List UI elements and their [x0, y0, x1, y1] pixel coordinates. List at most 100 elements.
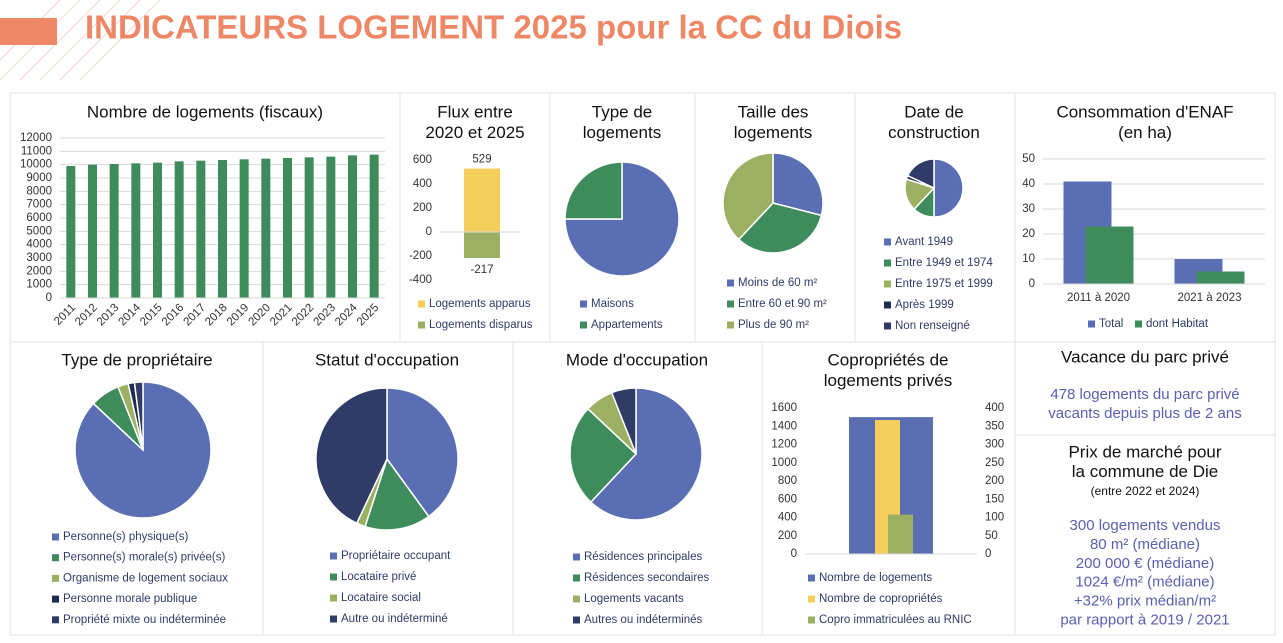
pie-slice — [133, 381, 144, 451]
x-tick-label: 2021 — [268, 302, 295, 329]
bar — [218, 160, 227, 298]
y-tick-label: 400 — [413, 178, 432, 190]
legend-label: dont Habitat — [1146, 318, 1209, 330]
legend-swatch — [573, 574, 580, 582]
y-tick-label: 8000 — [26, 185, 52, 197]
y-tick-label: 2000 — [26, 265, 52, 277]
chart-title: Nombre de logements (fiscaux) — [87, 102, 323, 121]
bar — [261, 158, 271, 298]
y2-tick-label: 400 — [985, 402, 1004, 414]
y-tick-label: 40 — [1022, 178, 1035, 190]
x-tick-label: 2022 — [290, 302, 317, 329]
panel-subtitle: (entre 2022 et 2024) — [1091, 484, 1200, 498]
legend-label: Locataire social — [341, 592, 421, 604]
page-title: INDICATEURS LOGEMENT 2025 pour la CC du … — [85, 9, 902, 46]
panel-line: +32% prix médian/m² — [1074, 593, 1216, 610]
bar — [196, 160, 206, 298]
header-bar — [0, 18, 57, 45]
legend-swatch — [580, 300, 587, 308]
legend-label: Logements apparus — [429, 298, 531, 310]
chart-title: Type de — [592, 102, 653, 121]
legend-swatch — [808, 616, 815, 624]
bar — [1085, 226, 1134, 284]
pie-slice — [569, 407, 638, 504]
legend-swatch — [1088, 320, 1095, 328]
bar — [131, 163, 141, 298]
y-tick-label: 1000 — [771, 457, 797, 469]
x-tick-label: 2011 — [52, 302, 78, 328]
legend-label: Appartements — [591, 319, 663, 331]
legend-swatch — [52, 595, 59, 603]
header-stripes — [0, 0, 161, 81]
bar — [888, 514, 913, 554]
pie-slice — [906, 158, 935, 190]
y-tick-label: 1400 — [771, 420, 797, 432]
y-tick-label: 1600 — [771, 402, 797, 414]
y2-tick-label: 200 — [985, 475, 1004, 487]
y2-tick-label: 150 — [985, 493, 1004, 505]
pie-slice — [315, 387, 388, 525]
legend-label: Résidences secondaires — [584, 572, 710, 584]
legend-label: Entre 1975 et 1999 — [895, 278, 993, 290]
x-tick-label: 2021 à 2023 — [1178, 292, 1242, 304]
y2-tick-label: 300 — [985, 439, 1004, 451]
legend-label: Entre 60 et 90 m² — [738, 298, 827, 310]
y-tick-label: 5000 — [26, 225, 52, 237]
legend-label: Autre ou indéterminé — [341, 613, 448, 625]
panel-title: Vacance du parc privé — [1061, 347, 1229, 366]
y-tick-label: 4000 — [26, 239, 52, 251]
x-tick-label: 2023 — [312, 302, 339, 329]
y-tick-label: 50 — [1022, 153, 1035, 165]
y-tick-label: 600 — [778, 493, 797, 505]
legend-label: Propriétaire occupant — [341, 550, 451, 562]
legend-swatch — [884, 301, 891, 309]
pie-slice — [610, 387, 637, 455]
y-tick-label: 200 — [413, 202, 432, 214]
y-tick-label: 1200 — [771, 439, 797, 451]
legend-swatch — [330, 573, 337, 581]
legend-label: Après 1999 — [895, 299, 954, 311]
bar — [326, 156, 336, 298]
bar — [109, 164, 119, 298]
x-tick-label: 2014 — [117, 301, 144, 328]
y2-tick-label: 100 — [985, 512, 1004, 524]
legend-swatch — [52, 533, 59, 541]
bar — [1196, 271, 1245, 284]
chart-title: Taille des — [738, 102, 809, 121]
legend-swatch — [330, 594, 337, 602]
legend-swatch — [884, 259, 891, 267]
y-tick-label: 20 — [1022, 228, 1035, 240]
legend-label: Plus de 90 m² — [738, 319, 809, 331]
legend-swatch — [808, 595, 815, 603]
data-label: -217 — [470, 264, 493, 276]
legend-swatch — [573, 595, 580, 603]
legend-label: Moins de 60 m² — [738, 277, 817, 289]
chart-title: Statut d'occupation — [315, 350, 459, 369]
bar — [153, 162, 162, 298]
legend-swatch — [884, 280, 891, 288]
legend-label: Nombre de logements — [819, 572, 932, 584]
y-tick-label: 0 — [1029, 278, 1035, 290]
bar — [369, 154, 379, 298]
legend-swatch — [573, 553, 580, 561]
y-tick-label: 1000 — [26, 279, 52, 291]
bar — [464, 168, 500, 232]
chart-title: logements — [583, 123, 661, 142]
y-tick-label: 200 — [778, 530, 797, 542]
bar — [464, 232, 500, 259]
y-tick-label: 7000 — [26, 199, 52, 211]
chart-title: Mode d'occupation — [566, 350, 708, 369]
legend-swatch — [1135, 320, 1142, 328]
x-tick-label: 2016 — [160, 302, 187, 329]
legend-swatch — [727, 321, 734, 329]
legend-swatch — [884, 238, 891, 246]
y-tick-label: 0 — [46, 292, 52, 304]
x-tick-label: 2018 — [203, 302, 230, 329]
x-tick-label: 2019 — [225, 302, 252, 329]
pie-slice — [933, 158, 964, 218]
legend-swatch — [727, 300, 734, 308]
pie-slice — [564, 161, 680, 277]
legend-swatch — [52, 616, 59, 624]
